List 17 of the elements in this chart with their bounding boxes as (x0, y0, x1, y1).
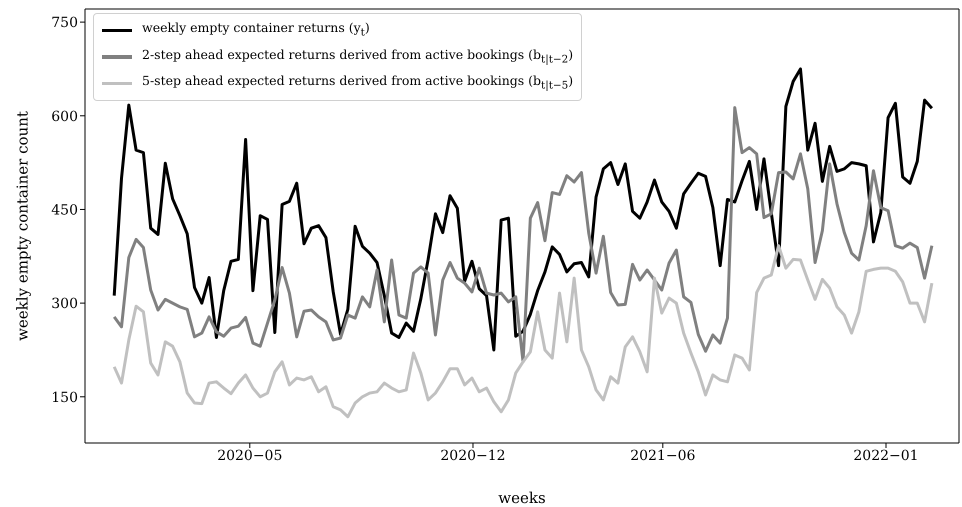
x-tick-label: 2022−01 (853, 448, 919, 464)
legend-label: 2-step ahead expected returns derived from active bookings (b$_{t|t−2}$) (142, 46, 574, 67)
x-axis-title: weeks (498, 489, 546, 507)
x-tick-label: 2020−12 (440, 448, 506, 464)
y-tick-label: 150 (51, 390, 78, 406)
y-tick-label: 450 (51, 202, 78, 218)
y-tick-label: 600 (51, 108, 78, 125)
line-series (112, 67, 934, 352)
x-tick-label: 2020−05 (217, 448, 282, 464)
x-tick-label: 2021−06 (630, 448, 696, 464)
line-series (112, 244, 934, 418)
legend-label: weekly empty container returns (y$_{t}$) (142, 19, 370, 40)
y-tick-label: 300 (51, 296, 78, 312)
y-tick-label: 750 (51, 15, 78, 32)
y-axis-title: weekly empty container count (13, 111, 32, 341)
legend-label: 5-step ahead expected returns derived from active bookings (b$_{t|t−5}$) (142, 72, 574, 94)
line-series (112, 106, 934, 364)
